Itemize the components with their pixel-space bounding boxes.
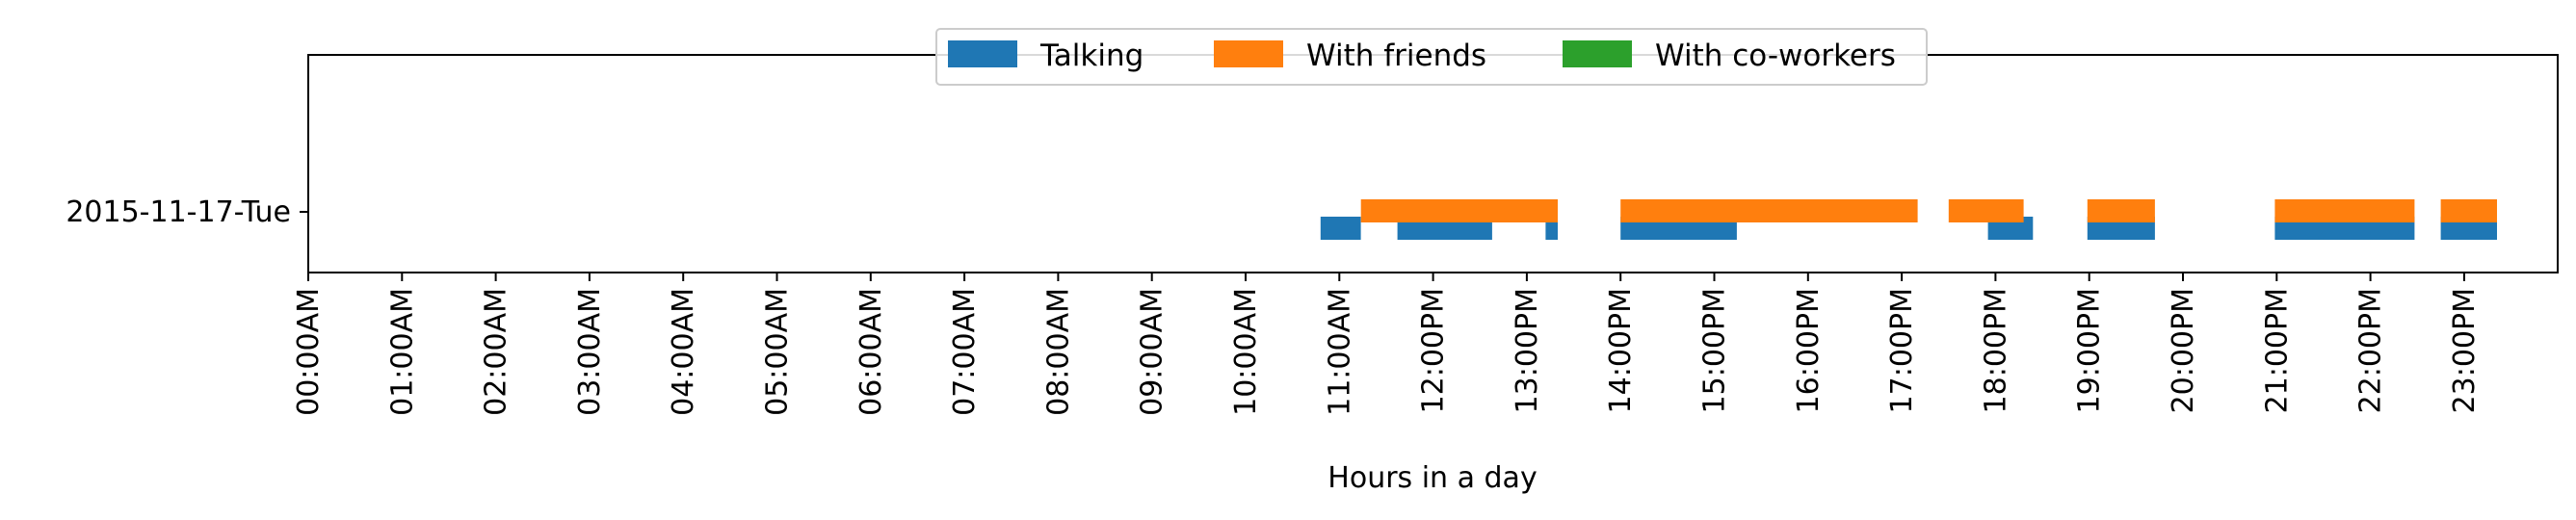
x-tick-label: 23:00PM: [2448, 288, 2482, 413]
x-tick-label: 04:00AM: [667, 288, 700, 416]
x-tick-label: 01:00AM: [385, 288, 419, 416]
x-tick-label: 11:00AM: [1323, 288, 1356, 416]
x-tick-label: 17:00PM: [1885, 288, 1919, 413]
x-tick-label: 12:00PM: [1417, 288, 1451, 413]
x-tick-label: 16:00PM: [1792, 288, 1826, 413]
y-axis: 2015-11-17-Tue: [66, 195, 308, 229]
legend-swatch-with-friends: [1214, 40, 1283, 67]
legend-label-talking: Talking: [1039, 39, 1143, 73]
x-tick-label: 02:00AM: [480, 288, 513, 416]
bar-talking: [1320, 217, 1361, 240]
bars-layer: [1320, 199, 2497, 240]
x-tick-label: 10:00AM: [1229, 288, 1263, 416]
x-tick-label: 20:00PM: [2167, 288, 2200, 413]
legend-label-with-co-workers: With co-workers: [1655, 39, 1896, 73]
x-tick-label: 14:00PM: [1604, 288, 1638, 413]
bar-with-friends: [1620, 199, 1918, 222]
x-tick-label: 03:00AM: [573, 288, 607, 416]
bar-with-friends: [2440, 199, 2497, 222]
x-tick-label: 22:00PM: [2354, 288, 2388, 413]
y-tick-label: 2015-11-17-Tue: [66, 195, 291, 229]
x-tick-label: 13:00PM: [1511, 288, 1544, 413]
x-tick-label: 00:00AM: [292, 288, 326, 416]
x-tick-label: 15:00PM: [1698, 288, 1732, 413]
x-tick-label: 07:00AM: [948, 288, 982, 416]
legend: Talking With friends With co-workers: [935, 28, 1928, 86]
x-tick-label: 09:00AM: [1136, 288, 1170, 416]
bar-with-friends: [1948, 199, 2024, 222]
x-tick-label: 18:00PM: [1979, 288, 2012, 413]
bar-with-friends: [2087, 199, 2155, 222]
x-axis-label: Hours in a day: [1327, 461, 1537, 495]
x-tick-label: 05:00AM: [761, 288, 795, 416]
x-axis: 00:00AM 01:00AM 02:00AM 03:00AM 04:00AM 05:00…: [292, 273, 2482, 416]
x-tick-label: 21:00PM: [2260, 288, 2294, 413]
legend-box: [935, 28, 1928, 86]
x-tick-label: 19:00PM: [2073, 288, 2107, 413]
x-tick-label: 06:00AM: [854, 288, 888, 416]
x-tick-label: 08:00AM: [1041, 288, 1075, 416]
plot-frame: [307, 54, 2559, 273]
legend-label-with-friends: With friends: [1306, 39, 1486, 73]
legend-swatch-with-co-workers: [1563, 40, 1632, 67]
legend-swatch-talking: [948, 40, 1017, 67]
bar-with-friends: [2274, 199, 2415, 222]
bar-with-friends: [1360, 199, 1558, 222]
